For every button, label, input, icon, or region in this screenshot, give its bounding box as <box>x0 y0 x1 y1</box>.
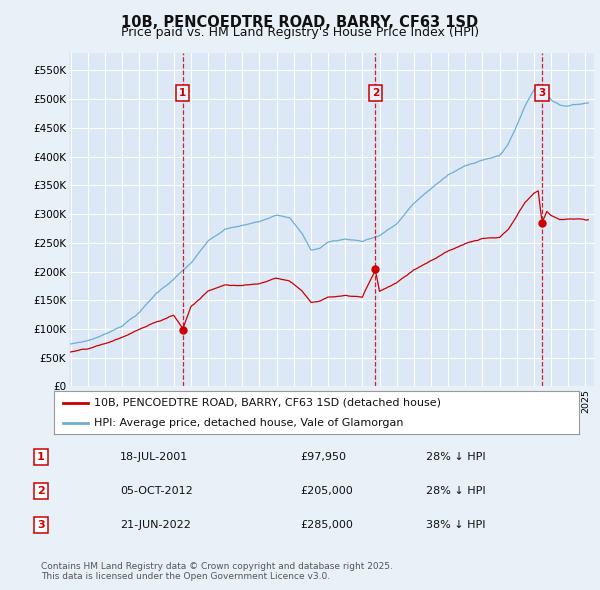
Text: 28% ↓ HPI: 28% ↓ HPI <box>426 453 485 462</box>
Text: 28% ↓ HPI: 28% ↓ HPI <box>426 486 485 496</box>
Text: 18-JUL-2001: 18-JUL-2001 <box>120 453 188 462</box>
Text: 05-OCT-2012: 05-OCT-2012 <box>120 486 193 496</box>
Text: Price paid vs. HM Land Registry's House Price Index (HPI): Price paid vs. HM Land Registry's House … <box>121 26 479 39</box>
Text: 10B, PENCOEDTRE ROAD, BARRY, CF63 1SD (detached house): 10B, PENCOEDTRE ROAD, BARRY, CF63 1SD (d… <box>94 398 442 408</box>
Text: Contains HM Land Registry data © Crown copyright and database right 2025.
This d: Contains HM Land Registry data © Crown c… <box>41 562 392 581</box>
Text: 2: 2 <box>37 486 44 496</box>
Text: £205,000: £205,000 <box>300 486 353 496</box>
Text: 3: 3 <box>538 88 545 99</box>
Text: HPI: Average price, detached house, Vale of Glamorgan: HPI: Average price, detached house, Vale… <box>94 418 404 428</box>
Text: 1: 1 <box>37 453 44 462</box>
Text: 38% ↓ HPI: 38% ↓ HPI <box>426 520 485 530</box>
Text: 2: 2 <box>372 88 379 99</box>
Text: 10B, PENCOEDTRE ROAD, BARRY, CF63 1SD: 10B, PENCOEDTRE ROAD, BARRY, CF63 1SD <box>121 15 479 30</box>
Text: 3: 3 <box>37 520 44 530</box>
Text: £285,000: £285,000 <box>300 520 353 530</box>
Text: 21-JUN-2022: 21-JUN-2022 <box>120 520 191 530</box>
Text: £97,950: £97,950 <box>300 453 346 462</box>
Text: 1: 1 <box>179 88 187 99</box>
